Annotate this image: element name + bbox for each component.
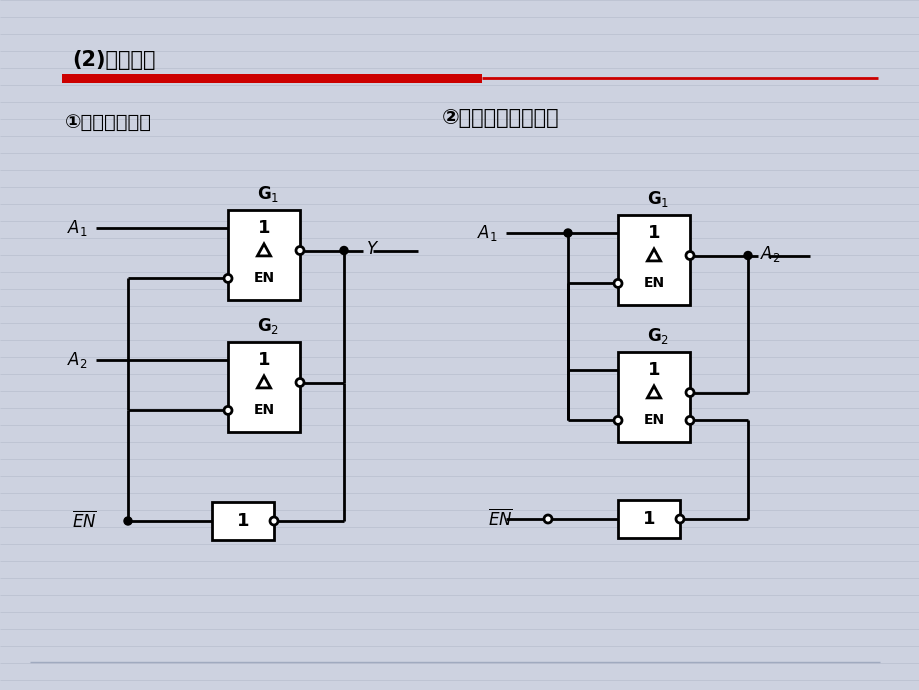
Text: EN: EN xyxy=(642,413,664,427)
Text: $A_2$: $A_2$ xyxy=(67,350,88,370)
Circle shape xyxy=(269,517,278,525)
Text: 1: 1 xyxy=(647,361,660,379)
Text: ①用做多路开关: ①用做多路开关 xyxy=(65,112,152,132)
Bar xyxy=(62,74,482,83)
Text: 1: 1 xyxy=(647,224,660,242)
Polygon shape xyxy=(257,376,270,388)
Circle shape xyxy=(296,379,303,386)
Text: EN: EN xyxy=(253,404,274,417)
Text: EN: EN xyxy=(642,277,664,290)
Text: (2)应用举例: (2)应用举例 xyxy=(72,50,155,70)
Text: $\overline{EN}$: $\overline{EN}$ xyxy=(72,511,96,531)
Text: $A_2$: $A_2$ xyxy=(759,244,779,264)
Text: $A_1$: $A_1$ xyxy=(477,223,497,243)
Polygon shape xyxy=(647,249,660,261)
Circle shape xyxy=(675,515,683,523)
Text: $\mathbf{G}_1$: $\mathbf{G}_1$ xyxy=(256,184,278,204)
Circle shape xyxy=(543,515,551,523)
Text: 1: 1 xyxy=(236,512,249,530)
Text: $\mathbf{G}_2$: $\mathbf{G}_2$ xyxy=(646,326,668,346)
Circle shape xyxy=(686,251,693,259)
Text: 1: 1 xyxy=(257,219,270,237)
Circle shape xyxy=(613,279,621,288)
Text: $\overline{EN}$: $\overline{EN}$ xyxy=(487,509,513,529)
Polygon shape xyxy=(257,244,270,256)
Text: $\mathbf{G}_2$: $\mathbf{G}_2$ xyxy=(256,316,278,336)
Circle shape xyxy=(340,246,347,255)
Circle shape xyxy=(563,229,572,237)
Circle shape xyxy=(686,416,693,424)
Polygon shape xyxy=(647,386,660,398)
Text: 1: 1 xyxy=(257,351,270,369)
Text: $\mathbf{G}_1$: $\mathbf{G}_1$ xyxy=(646,189,668,209)
Text: 1: 1 xyxy=(642,510,654,528)
Circle shape xyxy=(124,517,131,525)
Bar xyxy=(211,502,274,540)
Text: $Y$: $Y$ xyxy=(366,239,379,257)
Circle shape xyxy=(296,246,303,255)
Bar xyxy=(618,500,679,538)
Circle shape xyxy=(686,388,693,397)
Text: $A_1$: $A_1$ xyxy=(67,218,88,238)
Circle shape xyxy=(223,275,232,282)
Circle shape xyxy=(743,251,751,259)
Text: ②用于信号双向传输: ②用于信号双向传输 xyxy=(441,108,559,128)
Bar xyxy=(618,215,689,305)
Circle shape xyxy=(613,416,621,424)
Circle shape xyxy=(223,406,232,415)
Bar xyxy=(228,210,300,300)
Bar xyxy=(618,352,689,442)
Text: EN: EN xyxy=(253,271,274,286)
Bar xyxy=(228,342,300,432)
